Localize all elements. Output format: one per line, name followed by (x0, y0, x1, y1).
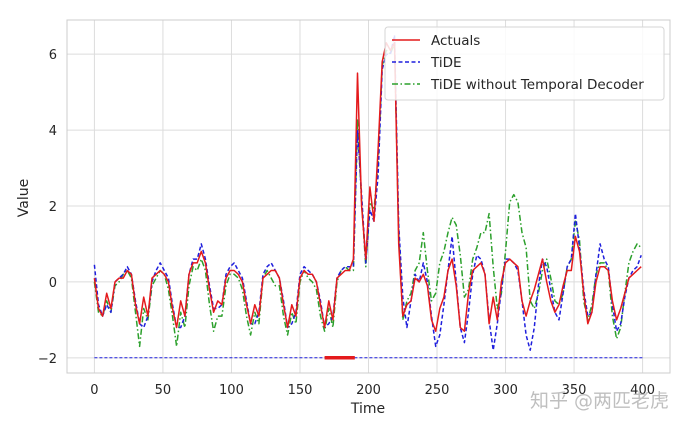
x-tick-label: 250 (425, 383, 450, 398)
y-tick-label: −2 (38, 352, 57, 367)
x-tick-label: 400 (630, 383, 655, 398)
x-tick-label: 150 (288, 383, 313, 398)
y-axis-ticks: −2 0 2 4 6 (38, 48, 57, 367)
x-tick-label: 0 (90, 383, 98, 398)
x-tick-label: 300 (493, 383, 518, 398)
x-axis-label: Time (350, 401, 385, 417)
x-axis-ticks: 0 50 100 150 200 250 300 350 400 (90, 383, 655, 398)
y-tick-label: 2 (49, 200, 57, 215)
x-tick-label: 350 (562, 383, 587, 398)
y-tick-label: 6 (49, 48, 57, 63)
x-tick-label: 100 (219, 383, 244, 398)
legend-box (384, 26, 665, 101)
watermark: 知乎 @两匹老虎 (530, 390, 669, 412)
plot-frame (66, 19, 671, 374)
series-actuals (93, 42, 642, 332)
series-layer (93, 34, 643, 360)
y-tick-label: 0 (49, 276, 57, 291)
x-tick-label: 200 (356, 383, 381, 398)
y-tick-label: 4 (49, 124, 57, 139)
legend-label-tide: TiDE (430, 55, 462, 71)
legend: Actuals TiDE TiDE without Temporal Decod… (384, 26, 665, 101)
legend-label-actuals: Actuals (431, 33, 480, 49)
x-tick-label: 50 (155, 383, 172, 398)
y-axis-label: Value (16, 179, 32, 217)
legend-label-tide-no-decoder: TiDE without Temporal Decoder (430, 77, 644, 93)
